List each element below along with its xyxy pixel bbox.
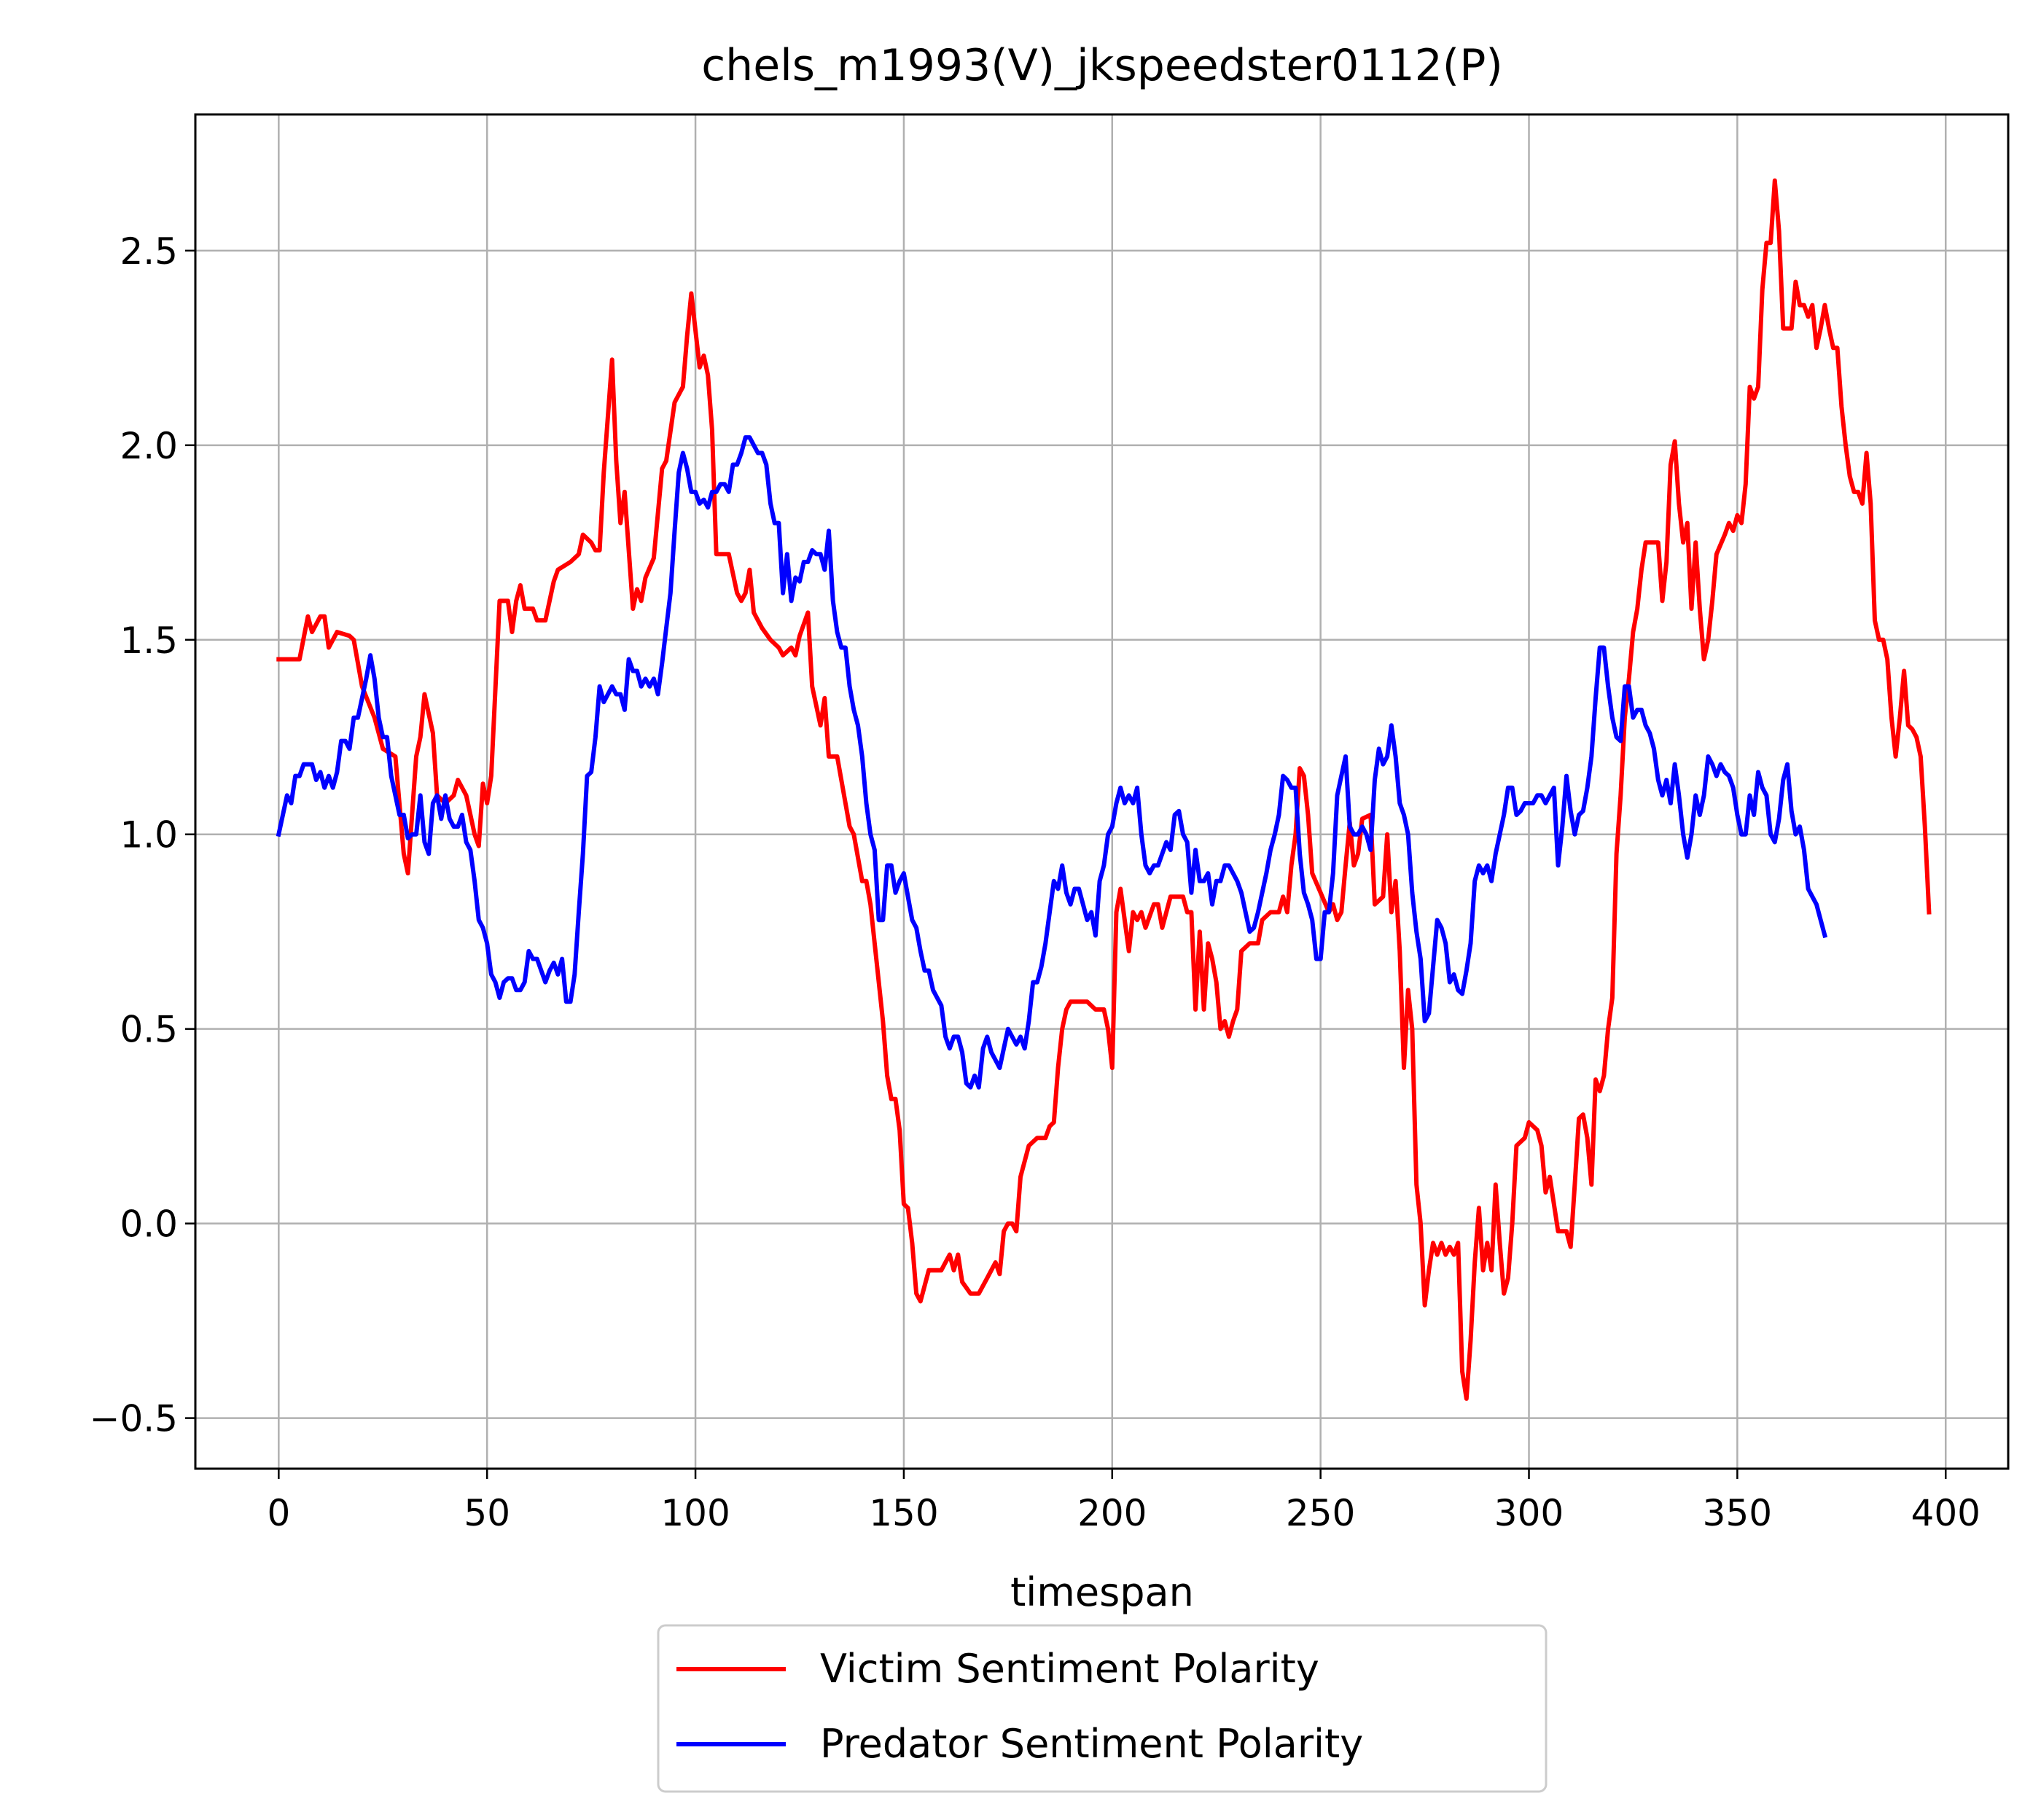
y-tick-label: 2.5: [120, 230, 178, 273]
x-tick-label: 50: [464, 1492, 510, 1534]
x-axis-label: timespan: [1010, 1569, 1194, 1615]
y-tick-label: 2.0: [120, 425, 178, 467]
legend: Victim Sentiment Polarity Predator Senti…: [657, 1624, 1548, 1793]
x-tick-label: 400: [1911, 1492, 1980, 1534]
plot-frame: [194, 113, 2010, 1470]
chart-title: chels_m1993(V)_jkspeedster0112(P): [701, 40, 1503, 91]
legend-box: [657, 1624, 1548, 1793]
y-tick-label: −0.5: [90, 1398, 178, 1440]
y-tick-label: 1.5: [120, 620, 178, 662]
x-axis: 0 50 100 150 200 250 300 350 400: [267, 1469, 1980, 1534]
y-tick-label: 0.5: [120, 1009, 178, 1051]
x-tick-label: 300: [1494, 1492, 1564, 1534]
legend-label-predator: Predator Sentiment Polarity: [820, 1721, 1363, 1767]
x-tick-label: 200: [1077, 1492, 1147, 1534]
y-tick-label: 1.0: [120, 814, 178, 856]
legend-label-victim: Victim Sentiment Polarity: [820, 1646, 1319, 1692]
x-tick-label: 100: [660, 1492, 730, 1534]
victim-sentiment-line: [276, 178, 1932, 1401]
y-tick-label: 0.0: [120, 1203, 178, 1246]
series-layer: [276, 178, 1932, 1401]
y-axis: −0.5 0.0 0.5 1.0 1.5 2.0 2.5: [90, 230, 195, 1440]
predator-sentiment-line: [276, 435, 1828, 1090]
x-tick-label: 0: [267, 1492, 290, 1534]
x-tick-label: 150: [869, 1492, 938, 1534]
x-tick-label: 250: [1286, 1492, 1355, 1534]
x-tick-label: 350: [1703, 1492, 1772, 1534]
